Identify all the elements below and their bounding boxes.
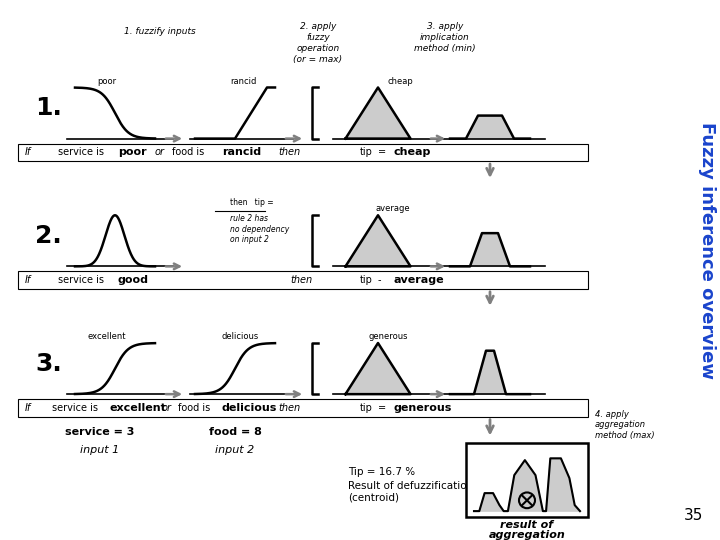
Text: good: good bbox=[112, 272, 133, 281]
Text: 2.: 2. bbox=[35, 224, 62, 248]
Text: (centroid): (centroid) bbox=[348, 492, 399, 502]
Text: If: If bbox=[25, 403, 31, 413]
Text: 4. apply
aggregation
method (max): 4. apply aggregation method (max) bbox=[595, 410, 654, 440]
Text: tip: tip bbox=[360, 275, 373, 285]
Text: -: - bbox=[378, 275, 382, 285]
Text: cheap: cheap bbox=[387, 77, 413, 85]
Text: food is: food is bbox=[172, 147, 204, 157]
Text: 1.: 1. bbox=[35, 96, 62, 120]
Text: 2. apply
fuzzy
operation
(or = max): 2. apply fuzzy operation (or = max) bbox=[294, 22, 343, 64]
Polygon shape bbox=[474, 458, 580, 511]
Text: generous: generous bbox=[368, 332, 408, 341]
Text: service is: service is bbox=[58, 147, 104, 157]
Polygon shape bbox=[450, 116, 530, 139]
Text: 3.: 3. bbox=[35, 352, 62, 376]
Polygon shape bbox=[450, 350, 530, 394]
Text: then: then bbox=[278, 147, 300, 157]
Polygon shape bbox=[346, 215, 410, 266]
Text: Fuzzy inference overview: Fuzzy inference overview bbox=[698, 122, 716, 379]
Text: =: = bbox=[378, 403, 386, 413]
Text: If: If bbox=[25, 147, 31, 157]
Polygon shape bbox=[450, 233, 530, 266]
Bar bbox=[466, 443, 588, 517]
Text: excellent: excellent bbox=[88, 332, 126, 341]
Text: generous: generous bbox=[393, 403, 451, 413]
Bar bbox=[18, 144, 588, 161]
Text: food = 8: food = 8 bbox=[209, 428, 261, 437]
Text: aggregation: aggregation bbox=[489, 530, 565, 540]
Polygon shape bbox=[346, 343, 410, 394]
Text: service = 3: service = 3 bbox=[66, 428, 135, 437]
Polygon shape bbox=[346, 87, 410, 139]
Text: =: = bbox=[378, 147, 386, 157]
Text: Result of defuzzification: Result of defuzzification bbox=[348, 481, 473, 490]
Text: poor: poor bbox=[118, 147, 147, 157]
Text: then: then bbox=[278, 403, 300, 413]
Text: good: good bbox=[118, 275, 149, 285]
Text: tip: tip bbox=[360, 147, 373, 157]
Text: average: average bbox=[393, 275, 444, 285]
Text: rancid: rancid bbox=[222, 147, 261, 157]
Text: 3. apply
implication
method (min): 3. apply implication method (min) bbox=[414, 22, 476, 53]
Text: delicious: delicious bbox=[221, 332, 258, 341]
Text: If: If bbox=[25, 275, 31, 285]
Text: tip: tip bbox=[360, 403, 373, 413]
Text: Tip = 16.7 %: Tip = 16.7 % bbox=[348, 467, 415, 477]
Text: or: or bbox=[155, 147, 165, 157]
Text: 1. fuzzify inputs: 1. fuzzify inputs bbox=[124, 27, 196, 36]
Text: or: or bbox=[162, 403, 172, 413]
Text: 35: 35 bbox=[683, 508, 703, 523]
Text: service is: service is bbox=[58, 275, 104, 285]
Text: service is: service is bbox=[52, 403, 98, 413]
Text: cheap: cheap bbox=[393, 147, 431, 157]
Text: input 2: input 2 bbox=[215, 445, 255, 455]
Bar bbox=[18, 271, 588, 289]
Text: then: then bbox=[290, 275, 312, 285]
Text: average: average bbox=[376, 204, 410, 213]
Text: rancid: rancid bbox=[230, 77, 256, 85]
Text: food is: food is bbox=[178, 403, 210, 413]
Text: delicious: delicious bbox=[222, 403, 277, 413]
Text: excellent: excellent bbox=[110, 403, 167, 413]
Text: then   tip =: then tip = bbox=[230, 198, 274, 207]
Text: input 1: input 1 bbox=[81, 445, 120, 455]
Text: result of: result of bbox=[500, 520, 554, 530]
Text: poor: poor bbox=[97, 77, 117, 85]
Text: rule 2 has
no dependency
on input 2: rule 2 has no dependency on input 2 bbox=[230, 214, 289, 244]
Bar bbox=[18, 399, 588, 417]
